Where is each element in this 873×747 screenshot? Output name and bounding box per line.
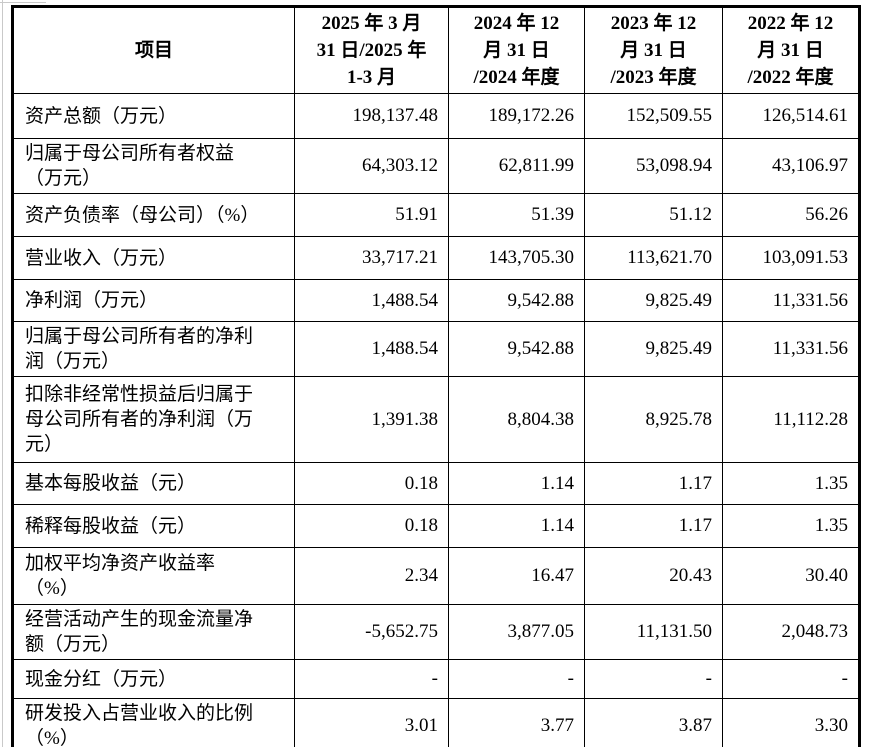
cell-value: 198,137.48 [294,93,449,139]
column-header-period-2024: 2024 年 12 月 31 日 /2024 年度 [448,6,585,94]
cell-value: 8,925.78 [584,376,723,463]
cell-value: - [448,659,585,699]
cell-value: 51.12 [584,193,723,237]
cell-value: 103,091.53 [722,236,860,280]
table-row: 扣除非经常性损益后归属于 母公司所有者的净利润（万 元） 1,391.38 8,80… [12,376,860,463]
cell-value: 56.26 [722,193,860,237]
column-header-period-2023: 2023 年 12 月 31 日 /2023 年度 [584,6,723,94]
table-row: 现金分红（万元） - - - - [12,659,860,699]
column-header-period-2022: 2022 年 12 月 31 日 /2022 年度 [722,6,860,94]
row-label: 研发投入占营业收入的比例 （%） [12,698,295,747]
cell-value: 11,112.28 [722,376,860,463]
cell-value: - [584,659,723,699]
cell-value: 3.77 [448,698,585,747]
cell-value: 126,514.61 [722,93,860,139]
column-header-item: 项目 [12,6,295,94]
cell-value: 53,098.94 [584,138,723,194]
cell-value: 9,825.49 [584,321,723,377]
cell-value: 9,542.88 [448,279,585,322]
table-row: 经营活动产生的现金流量净 额（万元） -5,652.75 3,877.05 11,13… [12,604,860,660]
row-label: 净利润（万元） [12,279,295,322]
cell-value: 1.17 [584,462,723,505]
row-label: 营业收入（万元） [12,236,295,280]
cell-value: 11,331.56 [722,279,860,322]
cell-value: 0.18 [294,504,449,548]
cell-value: 9,825.49 [584,279,723,322]
cell-value: 11,131.50 [584,604,723,660]
cell-value: 16.47 [448,547,585,605]
table-row: 资产总额（万元） 198,137.48 189,172.26 152,509.55 12… [12,93,860,139]
row-label: 现金分红（万元） [12,659,295,699]
cell-value: 1.17 [584,504,723,548]
row-label: 资产总额（万元） [12,93,295,139]
cell-value: 3,877.05 [448,604,585,660]
cell-value: -5,652.75 [294,604,449,660]
row-label: 经营活动产生的现金流量净 额（万元） [12,604,295,660]
row-label: 稀释每股收益（元） [12,504,295,548]
row-label: 扣除非经常性损益后归属于 母公司所有者的净利润（万 元） [12,376,295,463]
cell-value: 64,303.12 [294,138,449,194]
row-label: 基本每股收益（元） [12,462,295,505]
cell-value: 30.40 [722,547,860,605]
cell-value: 2.34 [294,547,449,605]
cell-value: 51.91 [294,193,449,237]
cell-value: 11,331.56 [722,321,860,377]
cell-value: 1.14 [448,504,585,548]
cell-value: 62,811.99 [448,138,585,194]
cell-value: 1.14 [448,462,585,505]
cell-value: 0.18 [294,462,449,505]
cell-value: 189,172.26 [448,93,585,139]
cell-value: 1.35 [722,462,860,505]
cell-value: 143,705.30 [448,236,585,280]
table-row: 加权平均净资产收益率 （%） 2.34 16.47 20.43 30.40 [12,547,860,605]
cell-value: 20.43 [584,547,723,605]
cell-value: 43,106.97 [722,138,860,194]
header-row: 项目 2025 年 3 月 31 日/2025 年 1-3 月 2024 年 1… [12,6,860,94]
cell-value: 51.39 [448,193,585,237]
column-header-period-2025: 2025 年 3 月 31 日/2025 年 1-3 月 [294,6,449,94]
row-label: 加权平均净资产收益率 （%） [12,547,295,605]
cell-value: 1,488.54 [294,321,449,377]
table-row: 研发投入占营业收入的比例 （%） 3.01 3.77 3.87 3.30 [12,698,860,747]
table-body: 资产总额（万元） 198,137.48 189,172.26 152,509.55 12… [12,93,860,747]
cell-value: 3.01 [294,698,449,747]
cell-value: 1,488.54 [294,279,449,322]
page-edge-line-horizontal [0,2,46,3]
row-label: 归属于母公司所有者权益 （万元） [12,138,295,194]
table-row: 稀释每股收益（元） 0.18 1.14 1.17 1.35 [12,504,860,548]
cell-value: 9,542.88 [448,321,585,377]
cell-value: 2,048.73 [722,604,860,660]
cell-value: 8,804.38 [448,376,585,463]
row-label: 资产负债率（母公司）（%） [12,193,295,237]
cell-value: - [722,659,860,699]
cell-value: 152,509.55 [584,93,723,139]
row-label: 归属于母公司所有者的净利 润（万元） [12,321,295,377]
cell-value: 33,717.21 [294,236,449,280]
table-header: 项目 2025 年 3 月 31 日/2025 年 1-3 月 2024 年 1… [12,6,860,94]
cell-value: 1.35 [722,504,860,548]
cell-value: - [294,659,449,699]
financial-summary-table: 项目 2025 年 3 月 31 日/2025 年 1-3 月 2024 年 1… [11,5,861,747]
page-edge-line-vertical [2,0,3,747]
table-row: 归属于母公司所有者权益 （万元） 64,303.12 62,811.99 53,098… [12,138,860,194]
table-row: 资产负债率（母公司）（%） 51.91 51.39 51.12 56.26 [12,193,860,237]
table-row: 净利润（万元） 1,488.54 9,542.88 9,825.49 11,331.56 [12,279,860,322]
table-row: 归属于母公司所有者的净利 润（万元） 1,488.54 9,542.88 9,825.… [12,321,860,377]
table-row: 营业收入（万元） 33,717.21 143,705.30 113,621.70 103… [12,236,860,280]
cell-value: 1,391.38 [294,376,449,463]
cell-value: 3.87 [584,698,723,747]
cell-value: 113,621.70 [584,236,723,280]
cell-value: 3.30 [722,698,860,747]
table-row: 基本每股收益（元） 0.18 1.14 1.17 1.35 [12,462,860,505]
